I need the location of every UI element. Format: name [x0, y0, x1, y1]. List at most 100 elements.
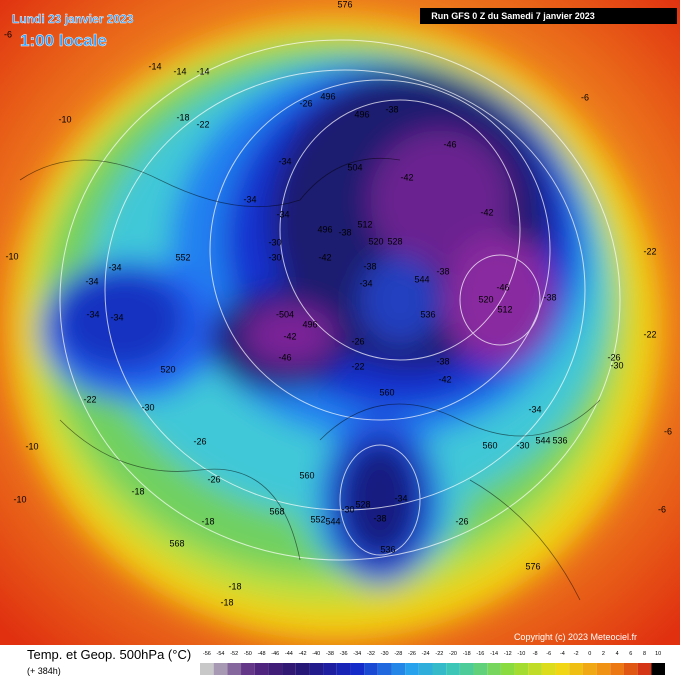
- colorbar-swatch: [323, 663, 337, 675]
- colorbar-swatch: [405, 663, 419, 675]
- contour-label: -18: [228, 581, 241, 591]
- contour-label: -30: [516, 440, 529, 450]
- contour-label: -14: [196, 66, 209, 76]
- colorbar-swatch: [254, 663, 269, 675]
- contour-label: -34: [276, 209, 289, 219]
- contour-label: 560: [299, 470, 314, 480]
- colorbar-swatch: [528, 663, 542, 675]
- colorbar-swatch: [268, 663, 283, 675]
- colorbar-label: -56: [203, 651, 211, 657]
- colorbar-swatch: [309, 663, 324, 675]
- colorbar-label: 10: [655, 651, 661, 657]
- contour-label: -30: [268, 252, 281, 262]
- contour-label: -34: [243, 194, 256, 204]
- colorbar-swatch: [569, 663, 583, 675]
- colorbar-label: -20: [449, 651, 457, 657]
- contour-label: -6: [581, 92, 589, 102]
- contour-label: 528: [355, 499, 370, 509]
- colorbar-swatch: [500, 663, 515, 675]
- contour-label: -38: [338, 227, 351, 237]
- colorbar-label: -54: [217, 651, 225, 657]
- colorbar-swatch: [213, 663, 228, 675]
- colorbar-swatch: [391, 663, 406, 675]
- copyright: Copyright (c) 2023 Meteociel.fr: [514, 632, 637, 642]
- legend-lead: (+ 384h): [27, 666, 61, 676]
- contour-label: -30: [610, 360, 623, 370]
- contour-label: -26: [351, 336, 364, 346]
- colorbar-swatch: [432, 663, 447, 675]
- contour-label: -10: [58, 114, 71, 124]
- colorbar-swatch: [459, 663, 474, 675]
- colorbar-label: -18: [463, 651, 471, 657]
- contour-label: -22: [351, 361, 364, 371]
- contour-label: 568: [269, 506, 284, 516]
- contour-label: 576: [525, 561, 540, 571]
- contour-label: 552: [310, 514, 325, 524]
- colorbar-swatch: [282, 663, 296, 675]
- colorbar-label: -12: [504, 651, 512, 657]
- colorbar-label: -14: [490, 651, 498, 657]
- contour-label: 496: [317, 224, 332, 234]
- colorbar-swatch: [473, 663, 488, 675]
- colorbar-label: -26: [408, 651, 416, 657]
- contour-label: -38: [543, 292, 556, 302]
- colorbar-label: -6: [546, 651, 551, 657]
- colorbar-swatch: [364, 663, 378, 675]
- contour-label: -42: [438, 374, 451, 384]
- contour-label: -18: [131, 486, 144, 496]
- contour-label: 496: [354, 109, 369, 119]
- contour-label: -10: [13, 494, 26, 504]
- colorbar-swatch: [377, 663, 392, 675]
- contour-label: -34: [278, 156, 291, 166]
- colorbar-label: -38: [326, 651, 334, 657]
- contour-label: -14: [148, 61, 161, 71]
- colorbar-swatch: [582, 663, 597, 675]
- contour-label: -30: [141, 402, 154, 412]
- contour-label: -42: [318, 252, 331, 262]
- colorbar-swatch: [514, 663, 529, 675]
- contour-label: 512: [357, 219, 372, 229]
- colorbar-swatch: [418, 663, 433, 675]
- colorbar-label: -32: [367, 651, 375, 657]
- colorbar-swatch: [651, 663, 665, 675]
- contour-label: -26: [607, 352, 620, 362]
- contour-label: -34: [108, 262, 121, 272]
- colorbar-swatch: [610, 663, 624, 675]
- contour-label: -38: [385, 104, 398, 114]
- contour-label: 520: [478, 294, 493, 304]
- contour-label: -34: [85, 276, 98, 286]
- contour-label: -26: [455, 516, 468, 526]
- colorbar-swatch: [487, 663, 501, 675]
- colorbar-swatch: [350, 663, 365, 675]
- colorbar-label: -10: [517, 651, 525, 657]
- colorbar-label: -28: [394, 651, 402, 657]
- colorbar-swatch: [295, 663, 310, 675]
- contour-label: -38: [363, 261, 376, 271]
- contour-label: -34: [394, 493, 407, 503]
- contour-label: 560: [482, 440, 497, 450]
- colorbar-label: -16: [476, 651, 484, 657]
- run-banner: [420, 8, 677, 24]
- colorbar-label: -42: [299, 651, 307, 657]
- colorbar-label: -40: [312, 651, 320, 657]
- colorbar-swatch: [227, 663, 242, 675]
- contour-label: -34: [110, 312, 123, 322]
- colorbar-label: 8: [643, 651, 646, 657]
- contour-label: 544: [325, 516, 340, 526]
- colorbar-label: -24: [422, 651, 430, 657]
- colorbar-label: -52: [230, 651, 238, 657]
- contour-label: -46: [443, 139, 456, 149]
- contour-label: -34: [528, 404, 541, 414]
- colorbar-label: -4: [560, 651, 565, 657]
- contour-label: -6: [664, 426, 672, 436]
- contour-label: -26: [207, 474, 220, 484]
- colorbar-label: 0: [588, 651, 591, 657]
- colorbar-swatch: [241, 663, 255, 675]
- contour-label: -34: [359, 278, 372, 288]
- contour-label: -22: [83, 394, 96, 404]
- contour-labels: 576 -6 -14 -14 -14 -10 -18 -22 -26 496 496 -38 -46 -4…: [4, 0, 672, 607]
- legend-title: Temp. et Geop. 500hPa (°C): [27, 647, 191, 662]
- colorbar-label: -2: [574, 651, 579, 657]
- contour-label: 560: [379, 387, 394, 397]
